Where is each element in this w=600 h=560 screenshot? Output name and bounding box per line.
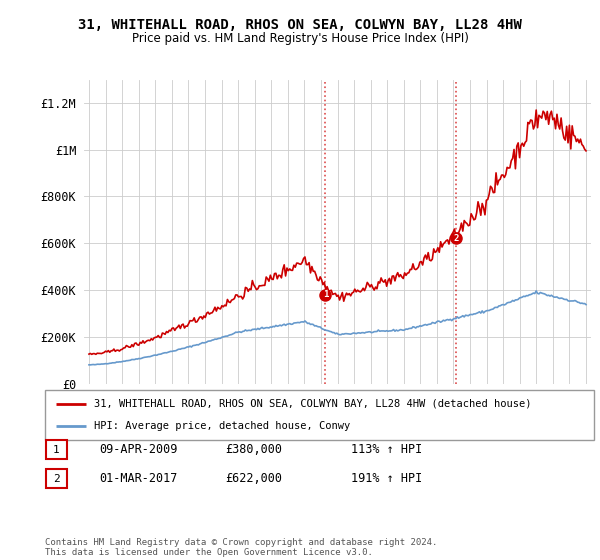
Text: Price paid vs. HM Land Registry's House Price Index (HPI): Price paid vs. HM Land Registry's House … [131,32,469,45]
Text: 31, WHITEHALL ROAD, RHOS ON SEA, COLWYN BAY, LL28 4HW: 31, WHITEHALL ROAD, RHOS ON SEA, COLWYN … [78,18,522,32]
Text: 2: 2 [53,474,60,484]
Text: 01-MAR-2017: 01-MAR-2017 [99,472,178,486]
Text: 113% ↑ HPI: 113% ↑ HPI [351,443,422,456]
Text: 191% ↑ HPI: 191% ↑ HPI [351,472,422,486]
Text: £622,000: £622,000 [225,472,282,486]
FancyBboxPatch shape [45,390,594,440]
Text: 2: 2 [454,234,459,242]
Text: 1: 1 [323,290,328,299]
FancyBboxPatch shape [46,440,67,459]
Text: Contains HM Land Registry data © Crown copyright and database right 2024.
This d: Contains HM Land Registry data © Crown c… [45,538,437,557]
Text: 31, WHITEHALL ROAD, RHOS ON SEA, COLWYN BAY, LL28 4HW (detached house): 31, WHITEHALL ROAD, RHOS ON SEA, COLWYN … [94,399,532,409]
FancyBboxPatch shape [46,469,67,488]
Text: 1: 1 [53,445,60,455]
Text: 09-APR-2009: 09-APR-2009 [99,443,178,456]
Text: HPI: Average price, detached house, Conwy: HPI: Average price, detached house, Conw… [94,421,350,431]
Text: £380,000: £380,000 [225,443,282,456]
